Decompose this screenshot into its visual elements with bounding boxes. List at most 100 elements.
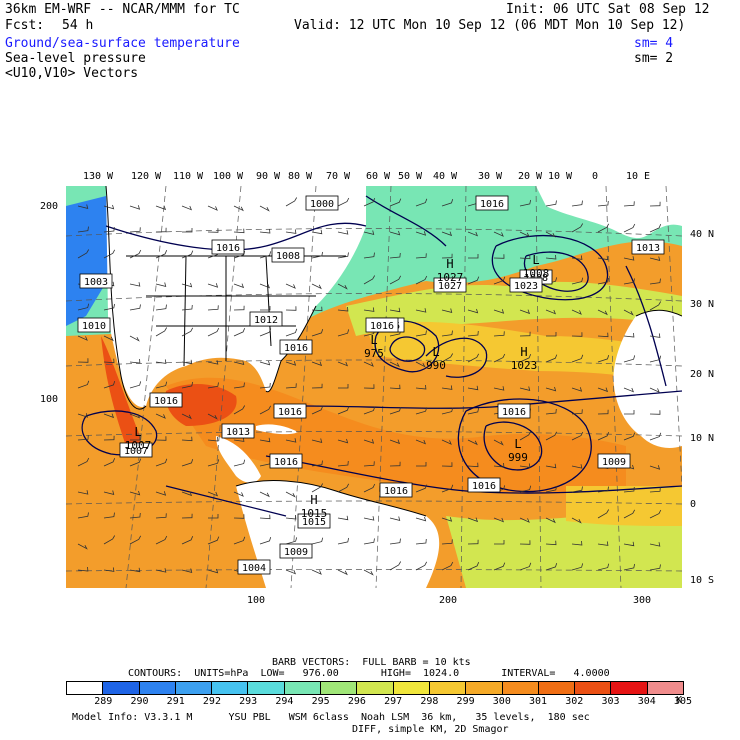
wind-barb: [285, 306, 297, 311]
svg-text:1015: 1015: [302, 517, 326, 528]
pressure-label: 1009: [597, 453, 631, 469]
wind-barb: [181, 536, 194, 545]
wind-barb: [181, 205, 193, 211]
wind-barb: [233, 328, 246, 337]
wind-barb: [415, 275, 428, 285]
grid-x-label: 200: [438, 595, 458, 606]
wind-barb: [649, 355, 662, 363]
wind-barb: [207, 228, 219, 233]
wind-barb: [415, 198, 428, 207]
sst-southeast-yellow: [566, 486, 682, 526]
lat-label: 0: [690, 499, 697, 510]
wind-barb: [259, 251, 272, 259]
wind-barb: [571, 409, 583, 415]
colorbar-label: 303: [601, 696, 620, 707]
lon-label: 130 W: [82, 171, 114, 182]
wind-barb: [623, 387, 635, 393]
wind-barb: [103, 303, 115, 311]
colorbar-swatch: [357, 682, 394, 694]
wind-barb: [389, 516, 401, 521]
svg-text:H: H: [520, 345, 527, 359]
lon-label: 0: [591, 171, 599, 182]
wind-barb: [155, 227, 167, 233]
grid-y-label: 200: [40, 201, 59, 212]
wind-barb: [597, 332, 609, 338]
svg-text:1010: 1010: [82, 321, 106, 332]
wind-barb: [649, 487, 661, 493]
wind-barb: [259, 491, 270, 498]
wind-barb: [519, 354, 532, 363]
wind-barb: [181, 436, 193, 442]
wind-barb: [441, 308, 453, 313]
wind-barb: [571, 431, 584, 441]
wind-barb: [467, 439, 478, 446]
wind-barb: [259, 328, 272, 337]
wind-barb: [259, 283, 271, 289]
wind-barb: [311, 438, 323, 443]
wind-barb: [181, 327, 194, 337]
colorbar-swatch: [248, 682, 285, 694]
pressure-label: 1008: [271, 247, 305, 263]
svg-text:1009: 1009: [602, 457, 626, 468]
svg-text:975: 975: [364, 347, 384, 360]
wind-barb: [103, 358, 115, 364]
lon-label: 110 W: [172, 171, 204, 182]
wind-barb: [155, 381, 168, 389]
lat-label: 10 N: [690, 433, 715, 444]
wind-barbs: [77, 197, 662, 576]
wind-barb: [389, 252, 401, 259]
wind-barb: [155, 282, 167, 287]
sst-hot-gulf: [165, 384, 237, 426]
field-vectors: <U10,V10> Vectors: [5, 66, 139, 81]
wind-barb: [467, 517, 479, 523]
wind-barb: [597, 541, 609, 546]
pressure-label-boxes: 1000 1016 1016 1008 1016 1016 1027 1008 1016 1023…: [77, 195, 665, 575]
wind-barb: [623, 509, 636, 519]
wind-barb: [337, 283, 348, 290]
wind-barb: [207, 205, 218, 211]
wind-barb: [649, 201, 661, 207]
svg-text:L: L: [432, 345, 439, 359]
wind-barb: [337, 252, 349, 259]
wind-barb: [155, 491, 167, 496]
wind-barb: [597, 223, 610, 233]
wind-barb: [623, 541, 635, 547]
colorbar-label: 289: [94, 696, 113, 707]
wind-barb: [467, 276, 480, 285]
wind-barb: [285, 197, 298, 207]
wind-barb: [597, 409, 609, 415]
lon-label: 70 W: [325, 171, 351, 182]
wind-barb: [649, 333, 661, 338]
colorbar-swatch: [284, 682, 322, 694]
wind-barb: [623, 309, 634, 316]
wind-barb: [494, 540, 505, 545]
wind-barb: [363, 252, 375, 259]
colorbar-label: 292: [202, 696, 221, 707]
pressure-label: 1016: [365, 317, 399, 333]
sst-yellow-band: [366, 321, 682, 386]
wind-barb: [363, 483, 376, 493]
wind-barb: [285, 491, 296, 498]
svg-text:1016: 1016: [216, 243, 240, 254]
lon-label: 10 W: [547, 171, 573, 182]
colorbar-swatch: [175, 682, 213, 694]
wind-barb: [311, 361, 323, 367]
wind-barb: [311, 328, 324, 337]
colorbar-unit: K: [676, 695, 683, 706]
lat-label: 30 N: [690, 299, 715, 310]
fcst-label: Fcst:: [5, 18, 45, 33]
wind-barb: [311, 251, 323, 259]
wind-barb: [207, 491, 219, 497]
wind-barb: [623, 223, 636, 233]
wind-barb: [415, 516, 427, 522]
wind-barb: [623, 201, 635, 207]
wind-barb: [181, 282, 193, 288]
wind-barb: [129, 381, 142, 389]
wind-barb: [103, 512, 115, 519]
wind-barb: [363, 569, 374, 576]
svg-text:1016: 1016: [502, 407, 526, 418]
pressure-label: 1003: [79, 273, 113, 289]
wind-barb: [649, 564, 661, 571]
